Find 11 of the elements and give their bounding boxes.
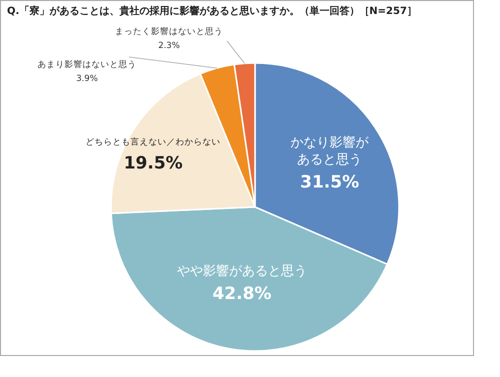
- chart-title: Q.「寮」があることは、貴社の採用に影響があると思いますか。（単一回答）［N=257］: [7, 4, 417, 18]
- data-label: 42.8%: [212, 284, 272, 304]
- data-label: 2.3%: [158, 41, 180, 51]
- slice-label: あまり影響はないと思う: [38, 59, 136, 70]
- slice-label: やや影響があると思う: [176, 264, 307, 279]
- data-label: 19.5%: [124, 153, 183, 174]
- data-label: 31.5%: [300, 172, 360, 192]
- slice-label: かなり影響があると思う: [290, 135, 370, 168]
- slice-label: まったく影響はないと思う: [115, 26, 223, 37]
- slice-label: どちらとも言えない／わからない: [86, 136, 221, 148]
- data-label: 3.9%: [76, 74, 98, 84]
